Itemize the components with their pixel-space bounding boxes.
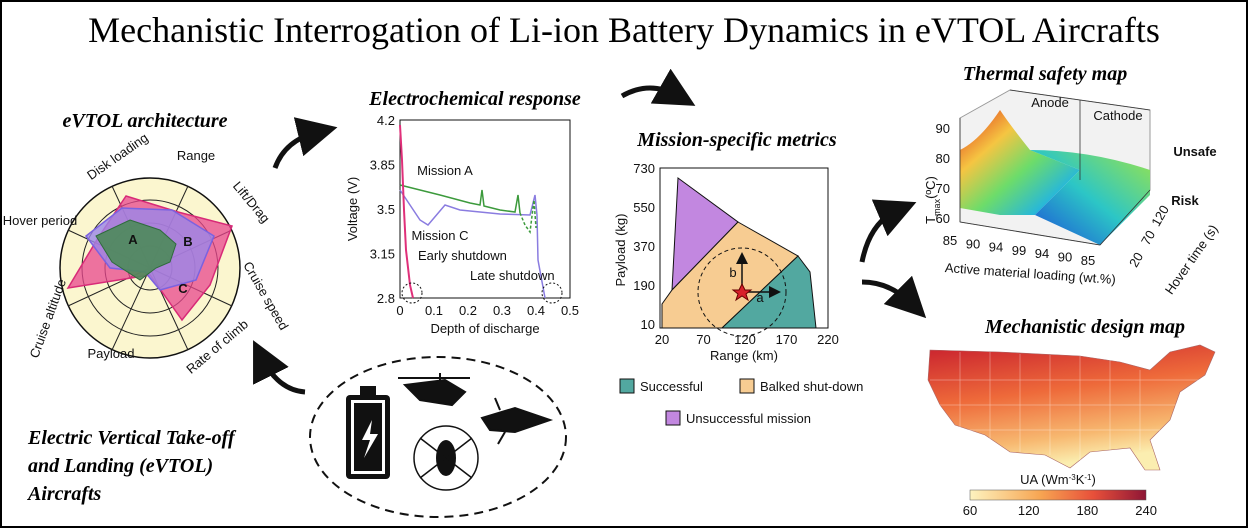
electro-title: Electrochemical response: [368, 88, 581, 110]
radar-axis-label: Hover period: [3, 213, 77, 228]
x-tick-label: 0.3: [493, 303, 511, 318]
legend-label: Balked shut-down: [760, 379, 863, 394]
thermal-surface: [959, 89, 1151, 246]
x-tick-label: 20: [655, 332, 669, 347]
x-tick-label: 99: [1012, 243, 1026, 258]
y-tick-label: 550: [633, 200, 655, 215]
colorbar-label-part: -3: [1069, 473, 1077, 482]
colorbar-label-part: -1: [1084, 473, 1092, 482]
metrics-plot: [619, 167, 829, 426]
x-tick-label: 90: [966, 236, 980, 251]
z-tick-label: 90: [936, 121, 950, 136]
z-axis-label-part: (ºC): [923, 176, 938, 199]
level-label: Risk: [1171, 193, 1199, 208]
x-tick-label: 0.2: [459, 303, 477, 318]
radar-series-label: C: [178, 281, 188, 296]
colorbar-label: UA (Wm-3K-1): [1020, 472, 1096, 487]
z-axis-label-part: T: [923, 216, 938, 224]
x-tick-label: 120: [734, 332, 756, 347]
y-tick-label: 20: [1126, 250, 1146, 270]
region-label: Cathode: [1093, 108, 1142, 123]
design-title: Mechanistic design map: [984, 316, 1185, 338]
region-label: Anode: [1031, 95, 1069, 110]
vector-label: b: [729, 265, 736, 280]
y-tick-label: 10: [641, 317, 655, 332]
colorbar-label-part: K: [1076, 472, 1085, 487]
y-tick-label: 730: [633, 161, 655, 176]
radar-axis-label: Payload: [88, 346, 135, 361]
x-axis-label: Depth of discharge: [430, 321, 539, 336]
legend-label: Successful: [640, 379, 703, 394]
y-tick-label: 3.5: [377, 202, 395, 217]
y-tick-label: 70: [1138, 228, 1158, 248]
z-tick-label: 60: [936, 211, 950, 226]
x-tick-label: 220: [817, 332, 839, 347]
y-tick-label: 3.85: [370, 158, 395, 173]
x-tick-label: 94: [1035, 246, 1049, 261]
x-tick-label: 85: [1081, 253, 1095, 268]
z-tick-label: 70: [936, 181, 950, 196]
y-tick-label: 190: [633, 278, 655, 293]
metrics-title: Mission-specific metrics: [636, 129, 837, 151]
colorbar-label-part: ): [1091, 472, 1095, 487]
x-tick-label: 0.5: [561, 303, 579, 318]
radar-series-label: A: [128, 232, 138, 247]
thermal-title: Thermal safety map: [963, 63, 1127, 85]
voltage-plot: [399, 119, 571, 304]
colorbar-tick: 60: [963, 503, 977, 518]
caption-line: Electric Vertical Take-off: [27, 427, 237, 449]
evtol-icons: [309, 356, 567, 518]
y-tick-label: 4.2: [377, 113, 395, 128]
main-title: Mechanistic Interrogation of Li-ion Batt…: [88, 10, 1160, 50]
vector-label: a: [756, 290, 764, 305]
legend-label: Unsuccessful mission: [686, 411, 811, 426]
x-tick-label: 90: [1058, 250, 1072, 265]
z-axis-label: Tmax(ºC): [923, 176, 942, 224]
level-label: Unsafe: [1173, 144, 1216, 159]
annotation: Late shutdown: [470, 268, 555, 283]
radar-chart: [59, 177, 241, 359]
x-tick-label: 70: [696, 332, 710, 347]
caption-line: and Landing (eVTOL): [28, 455, 213, 477]
colorbar-tick: 240: [1135, 503, 1157, 518]
annotation: Early shutdown: [418, 248, 507, 263]
annotation: Mission C: [411, 228, 468, 243]
colorbar-tick: 180: [1077, 503, 1099, 518]
x-tick-label: 0: [396, 303, 403, 318]
radar-axis-label: Range: [177, 148, 215, 163]
colorbar-label-part: UA (Wm: [1020, 472, 1068, 487]
flow-arrows: [253, 68, 927, 395]
radar-title: eVTOL architecture: [63, 110, 228, 132]
z-axis-label-part: max: [932, 198, 942, 216]
annotation: Mission A: [417, 163, 473, 178]
colorbar-tick: 120: [1018, 503, 1040, 518]
y-tick-label: 2.8: [377, 291, 395, 306]
design-map: [927, 344, 1216, 501]
x-tick-label: 0.4: [527, 303, 545, 318]
x-tick-label: 85: [943, 233, 957, 248]
z-tick-label: 80: [936, 151, 950, 166]
x-axis-label: Range (km): [710, 348, 778, 363]
x-tick-label: 170: [776, 332, 798, 347]
y-tick-label: 370: [633, 239, 655, 254]
y-tick-label: 3.15: [370, 247, 395, 262]
x-tick-label: 94: [989, 240, 1003, 255]
y-axis-label: Voltage (V): [345, 177, 360, 241]
y-axis-label: Payload (kg): [613, 214, 628, 287]
x-tick-label: 0.1: [425, 303, 443, 318]
radar-series-label: B: [183, 234, 192, 249]
caption-line: Aircrafts: [26, 483, 102, 505]
